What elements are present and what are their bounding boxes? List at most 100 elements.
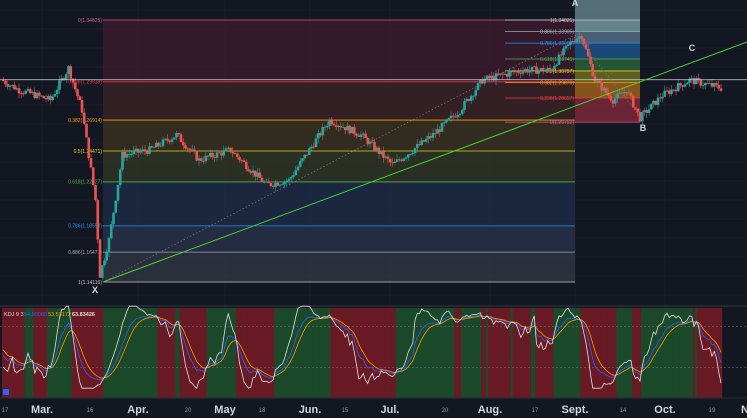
candle-body — [37, 92, 41, 96]
kdj-signal-band — [168, 308, 171, 398]
candle-body — [316, 133, 320, 139]
candle-body — [697, 78, 700, 80]
candle-body — [463, 100, 466, 110]
candle-body — [496, 73, 500, 75]
candle-body — [96, 200, 100, 240]
kdj-signal-band — [438, 308, 441, 398]
candle-body — [494, 73, 498, 81]
kdj-signal-band — [238, 308, 241, 398]
x-axis-background — [0, 398, 747, 418]
kdj-signal-band — [92, 308, 95, 398]
fib-retracement-right[interactable]: 1(1.34825) 0.886(1.33905) 0.786(1.33000) 0.… — [505, 0, 640, 126]
kdj-signal-band — [204, 308, 207, 398]
kdj-signal-band — [652, 308, 655, 398]
candle-body — [440, 122, 444, 132]
kdj-signal-band — [528, 308, 531, 398]
fib-retracement-left[interactable]: 0(1.34825)0.236(1.29938)0.382(1.26914)0.… — [68, 18, 575, 286]
candle-body — [384, 156, 388, 158]
kdj-signal-band — [269, 308, 273, 398]
fib-level-label: 0.5(1.30797) — [546, 69, 575, 75]
x-axis[interactable]: 17 Mar. 16 Apr. 20 May 18 Jun. 15 Jul. 20 Aug. 17 Sep… — [0, 389, 747, 418]
kdj-signal-band — [402, 308, 405, 398]
candle-body — [573, 41, 577, 42]
drawings[interactable]: X A B C — [0, 0, 747, 295]
candle-body — [334, 125, 338, 127]
candle-body — [658, 97, 662, 99]
candle-body — [364, 133, 367, 138]
kdj-signal-band — [380, 308, 383, 398]
kdj-signal-band — [71, 308, 75, 398]
kdj-j-line — [2, 305, 722, 389]
x-axis-month-label: May — [214, 404, 236, 416]
candle-body — [454, 116, 457, 118]
candle-body — [269, 183, 273, 186]
kdj-signal-band — [589, 308, 592, 398]
candle-body — [395, 159, 399, 162]
candle-body — [22, 93, 25, 95]
candle-body — [433, 133, 437, 134]
candle-body — [404, 157, 408, 159]
kdj-signal-band — [458, 308, 462, 398]
candle-body — [386, 156, 390, 160]
kdj-signal-band — [134, 308, 138, 398]
candle-body — [424, 138, 428, 142]
indicator-k-value: 54.90080 — [24, 312, 47, 318]
candle-body — [211, 152, 214, 157]
candle-body — [616, 93, 619, 99]
candle-body — [55, 89, 59, 95]
kdj-signal-band — [580, 308, 583, 398]
candle-body — [566, 44, 570, 46]
candle-body — [114, 200, 118, 213]
kdj-signal-band — [384, 308, 387, 398]
kdj-signal-band — [670, 308, 673, 398]
candle-body — [555, 64, 559, 66]
kdj-signal-band — [103, 308, 106, 398]
kdj-signal-band — [281, 308, 284, 398]
kdj-signal-band — [161, 308, 165, 398]
pattern-point-a: A — [572, 0, 579, 8]
kdj-signal-band — [215, 308, 219, 398]
candle-body — [611, 100, 615, 104]
candle-body — [609, 95, 613, 101]
fib-zone — [575, 20, 640, 32]
candle-body — [1, 79, 5, 82]
fib-zone — [575, 70, 640, 83]
candle-body — [375, 147, 379, 151]
kdj-signal-band — [422, 308, 426, 398]
kdj-signal-band — [596, 308, 599, 398]
kdj-signal-band — [618, 308, 621, 398]
candle-body — [17, 88, 21, 94]
kdj-signal-band — [391, 308, 394, 398]
kdj-signal-band — [83, 308, 86, 398]
candle-body — [130, 154, 133, 155]
candle-body — [73, 82, 77, 90]
candle-body — [361, 133, 365, 135]
candle-body — [103, 260, 106, 266]
kdj-signal-band — [236, 308, 239, 398]
candle-body — [512, 71, 516, 73]
candle-body — [44, 98, 48, 100]
kdj-signal-band — [193, 308, 196, 398]
fib-zone — [103, 225, 575, 253]
kdj-signal-band — [533, 308, 536, 398]
candle-body — [247, 169, 250, 172]
kdj-signal-band — [69, 308, 72, 398]
candle-body — [483, 78, 487, 84]
fib-level-label: 0.236(1.29938) — [68, 80, 102, 86]
kdj-signal-band — [551, 308, 554, 398]
kdj-indicator-pane[interactable] — [0, 305, 747, 398]
candle-body — [607, 92, 610, 96]
candle-body — [393, 161, 397, 164]
kdj-signal-band — [434, 308, 437, 398]
candle-body — [481, 79, 484, 84]
candle-body — [703, 83, 707, 86]
kdj-signal-band — [634, 308, 637, 398]
kdj-signal-band — [539, 308, 543, 398]
kdj-signal-band — [308, 308, 311, 398]
candle-body — [179, 134, 183, 143]
candle-body — [388, 159, 392, 163]
scroll-to-start-button[interactable] — [3, 389, 9, 395]
kdj-signal-band — [425, 308, 428, 398]
candle-body — [685, 82, 689, 85]
